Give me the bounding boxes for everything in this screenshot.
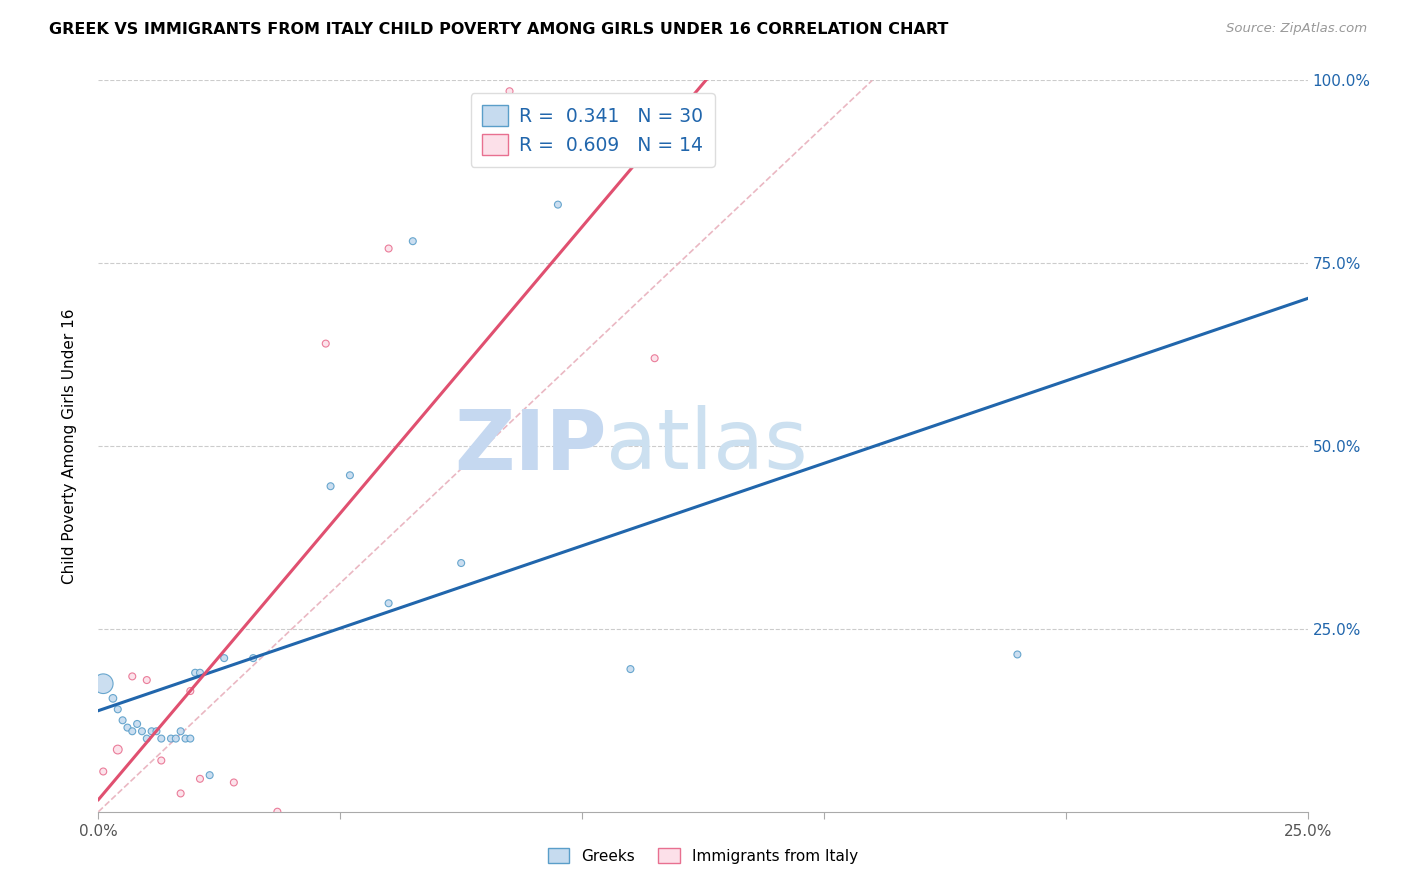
Point [121,724,143,739]
Point [121,669,143,683]
Point [319,479,342,493]
Point [619,662,641,676]
Point [117,721,139,735]
Point [498,84,520,98]
Point [179,731,201,746]
Point [111,714,134,728]
Text: GREEK VS IMMIGRANTS FROM ITALY CHILD POVERTY AMONG GIRLS UNDER 16 CORRELATION CH: GREEK VS IMMIGRANTS FROM ITALY CHILD POV… [49,22,949,37]
Point [160,731,183,746]
Point [547,197,569,211]
Point [198,768,221,782]
Point [101,691,124,706]
Point [402,234,425,248]
Text: ZIP: ZIP [454,406,606,486]
Point [169,787,191,801]
Point [141,724,163,739]
Point [212,651,235,665]
Point [1007,648,1029,662]
Point [450,556,472,570]
Point [131,724,153,739]
Point [150,754,173,768]
Point [135,673,157,687]
Point [188,772,211,786]
Point [135,731,157,746]
Point [184,665,207,680]
Text: Source: ZipAtlas.com: Source: ZipAtlas.com [1226,22,1367,36]
Point [339,468,361,483]
Point [222,775,245,789]
Point [165,731,187,746]
Point [91,676,114,690]
Point [145,724,167,739]
Point [127,717,149,731]
Point [174,731,197,746]
Point [179,684,201,698]
Point [169,724,191,739]
Point [266,805,288,819]
Point [377,242,399,256]
Point [107,742,129,756]
Point [188,665,211,680]
Y-axis label: Child Poverty Among Girls Under 16: Child Poverty Among Girls Under 16 [62,309,77,583]
Point [644,351,666,366]
Point [107,702,129,716]
Point [377,596,399,610]
Point [91,764,114,779]
Point [315,336,337,351]
Legend: Greeks, Immigrants from Italy: Greeks, Immigrants from Italy [541,842,865,870]
Point [150,731,173,746]
Text: atlas: atlas [606,406,808,486]
Point [242,651,264,665]
